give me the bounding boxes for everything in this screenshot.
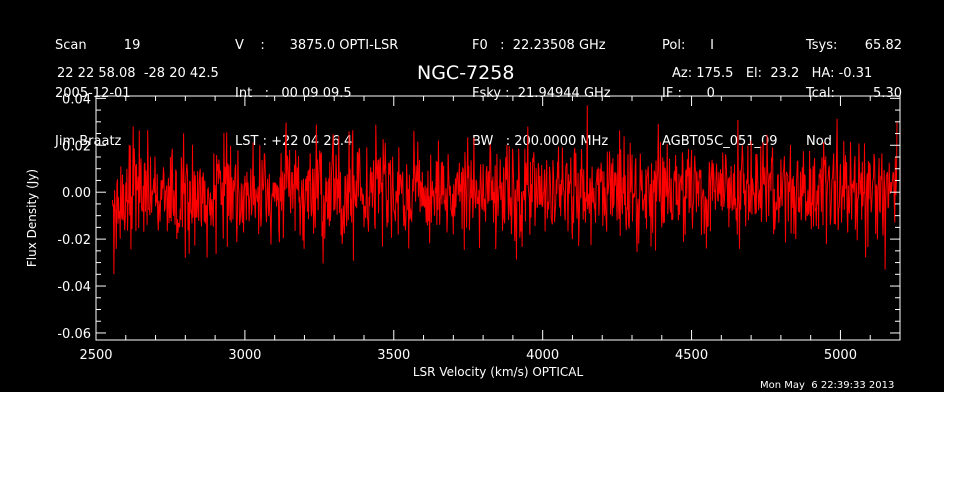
header-col-pol: Pol: I IF : 0 AGBT05C_051_09 (662, 6, 778, 166)
series-line-0 (111, 105, 898, 275)
x-axis-label: LSR Velocity (km/s) OPTICAL (413, 365, 584, 379)
header-procedure: Nod (806, 134, 832, 149)
x-tick-label: 5000 (824, 348, 857, 363)
header-scan: Scan 19 (55, 38, 141, 53)
header-fsky: Fsky : 21.94944 GHz (472, 86, 611, 101)
header-date: 2005-12-01 (55, 86, 131, 101)
header-col-tsys-labels: Tsys: Tcal: Nod (806, 6, 837, 166)
y-tick-label: 0.02 (62, 139, 91, 154)
header-col-scan: Scan 19 2005-12-01 Jim Braatz (55, 6, 140, 166)
header-tcal-label: Tcal: (806, 86, 835, 101)
y-tick-label: -0.04 (57, 280, 91, 295)
x-tick-label: 4000 (526, 348, 559, 363)
series-layer (111, 105, 898, 275)
y-tick-label: -0.02 (57, 233, 91, 248)
header-project: AGBT05C_051_09 (662, 134, 778, 149)
chart-title: NGC-7258 (417, 62, 515, 84)
header-col-tsys-values: 65.82 5.30 (854, 6, 902, 118)
y-tick-label: -0.06 (57, 327, 91, 342)
header-f0: F0 : 22.23508 GHz (472, 38, 606, 53)
x-tick-label: 4500 (675, 348, 708, 363)
spectrum-chart: 2500 3000 3500 4000 4500 5000 -0.06 -0.04 -0.02 0… (25, 92, 901, 379)
header-if: IF : 0 (662, 86, 715, 101)
header-col-velocity: V : 3875.0 OPTI-LSR Int : 00 09 09.5 LST… (235, 6, 398, 166)
y-tick-label: 0.00 (62, 186, 91, 201)
header-velocity: V : 3875.0 OPTI-LSR (235, 38, 399, 53)
y-tick-label: 0.04 (62, 92, 91, 107)
x-tick-label: 3000 (228, 348, 261, 363)
header-tsys-label: Tsys: (806, 38, 838, 53)
x-tick-label: 2500 (79, 348, 112, 363)
header-lst: LST : +22 04 26.4 (235, 134, 353, 149)
y-axis-label: Flux Density (Jy) (25, 169, 39, 267)
header-tsys-value: 65.82 (864, 38, 902, 53)
header-observer: Jim Braatz (55, 134, 122, 149)
header-pol: Pol: I (662, 38, 714, 53)
x-tick-label: 3500 (377, 348, 410, 363)
tick-layer: 2500 3000 3500 4000 4500 5000 -0.06 -0.04 -0.02 0… (57, 92, 900, 363)
header-azel: Az: 175.5 El: 23.2 HA: -0.31 (672, 66, 873, 81)
plot-frame (95, 95, 901, 341)
header-integration: Int : 00 09 09.5 (235, 86, 352, 101)
plot-datestamp: Mon May 6 22:39:33 2013 (760, 380, 895, 391)
header-coordinates: 22 22 58.08 -28 20 42.5 (57, 66, 219, 81)
header-tcal-value: 5.30 (873, 86, 902, 101)
